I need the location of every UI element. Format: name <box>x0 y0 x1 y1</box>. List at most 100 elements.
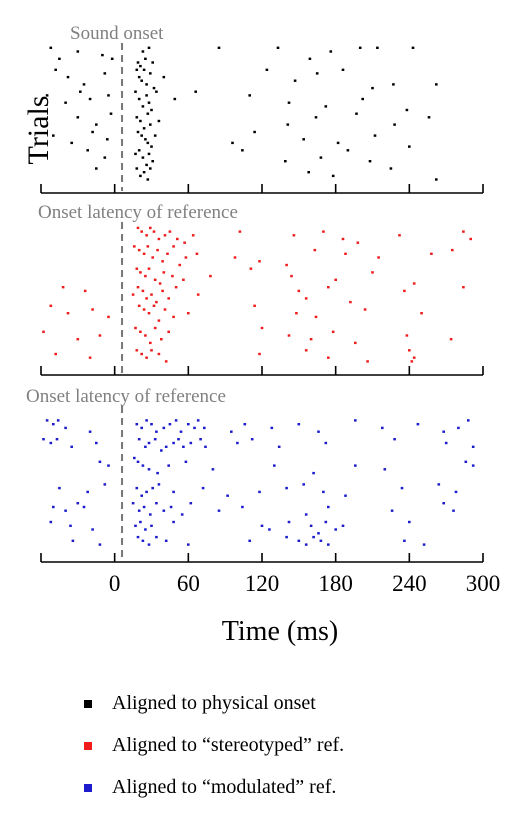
spike-mark <box>368 160 372 163</box>
spike-mark <box>131 502 135 505</box>
spike-mark <box>150 349 153 352</box>
spike-mark <box>307 171 310 174</box>
spike-mark <box>304 513 308 516</box>
spike-mark <box>166 252 169 255</box>
spike-mark <box>233 256 237 259</box>
spike-mark <box>327 356 330 359</box>
spike-mark <box>376 46 379 49</box>
spike-mark <box>172 441 175 445</box>
spike-mark <box>265 68 269 71</box>
spike-mark <box>408 520 411 524</box>
spike-mark <box>253 304 256 307</box>
spike-mark <box>150 108 153 112</box>
spike-mark <box>457 426 460 430</box>
spike-mark <box>146 178 150 181</box>
spike-mark <box>201 486 205 490</box>
spike-mark <box>155 430 158 433</box>
spike-mark <box>141 105 145 108</box>
spike-mark <box>131 293 135 296</box>
spike-mark <box>168 230 172 233</box>
spike-mark <box>398 234 401 237</box>
spike-mark <box>110 57 114 60</box>
spike-mark <box>142 308 146 311</box>
spike-mark <box>217 509 221 512</box>
spike-mark <box>270 426 274 430</box>
spike-mark <box>109 112 113 115</box>
spike-mark <box>354 341 357 345</box>
spike-mark <box>157 483 161 486</box>
x-tick-label: 120 <box>245 571 280 596</box>
spike-mark <box>158 282 162 285</box>
spike-mark <box>149 341 152 345</box>
spike-mark <box>153 278 157 281</box>
spike-mark <box>70 141 73 145</box>
spike-mark <box>160 338 163 341</box>
spike-mark <box>103 483 107 486</box>
spike-mark <box>217 46 221 49</box>
spike-mark <box>157 319 161 322</box>
spike-mark <box>76 338 80 341</box>
spike-mark <box>137 438 141 441</box>
spike-mark <box>145 419 148 422</box>
spike-mark <box>331 174 335 178</box>
spike-mark <box>258 352 261 356</box>
spike-mark <box>416 423 420 426</box>
spike-mark <box>58 486 61 490</box>
spike-mark <box>86 490 89 494</box>
spike-mark <box>167 297 170 300</box>
spike-mark <box>191 234 195 237</box>
spike-mark <box>405 108 409 112</box>
spike-mark <box>91 308 94 311</box>
spike-mark <box>341 237 345 241</box>
spike-mark <box>287 334 291 337</box>
spike-mark <box>147 46 151 49</box>
spike-mark <box>107 94 110 97</box>
spike-mark <box>194 90 197 93</box>
spike-mark <box>286 123 290 126</box>
spike-mark <box>49 520 53 524</box>
spike-mark <box>383 468 387 471</box>
spike-mark <box>157 352 161 356</box>
spike-mark <box>144 445 147 448</box>
spike-mark <box>147 441 151 445</box>
spike-mark <box>178 263 181 267</box>
legend-item-stereotyped: Aligned to “stereotyped” ref. <box>84 734 344 756</box>
spike-mark <box>52 134 55 137</box>
spike-mark <box>167 330 170 333</box>
spike-mark <box>140 134 143 137</box>
spike-mark <box>91 528 94 531</box>
spike-mark <box>442 502 445 505</box>
spike-mark <box>292 234 296 237</box>
spike-mark <box>76 50 80 53</box>
spike-mark <box>52 423 55 426</box>
spike-mark <box>464 460 468 463</box>
spike-mark <box>319 539 323 542</box>
spike-mark <box>147 152 151 156</box>
spike-mark <box>160 449 163 452</box>
spike-mark <box>107 464 110 467</box>
spike-mark <box>471 464 475 467</box>
spike-mark <box>49 46 53 49</box>
spike-mark <box>304 543 308 546</box>
spike-mark <box>146 112 150 115</box>
legend-item-physical: Aligned to physical onset <box>84 692 316 714</box>
spike-mark <box>139 271 142 274</box>
spike-mark <box>103 156 107 159</box>
spike-mark <box>189 441 193 445</box>
spike-mark <box>295 312 298 315</box>
spike-mark <box>79 90 82 93</box>
spike-mark <box>377 256 380 259</box>
spike-mark <box>290 274 293 278</box>
spike-mark <box>153 326 157 330</box>
spike-mark <box>176 237 179 241</box>
spike-mark <box>54 68 57 71</box>
spike-mark <box>95 167 98 170</box>
spike-mark <box>149 72 152 75</box>
spike-mark <box>427 116 431 119</box>
spike-mark <box>273 464 276 467</box>
spike-mark <box>58 57 61 60</box>
spike-mark <box>236 441 239 445</box>
spike-mark <box>184 256 188 259</box>
spike-mark <box>344 252 347 255</box>
spike-mark <box>163 308 167 311</box>
